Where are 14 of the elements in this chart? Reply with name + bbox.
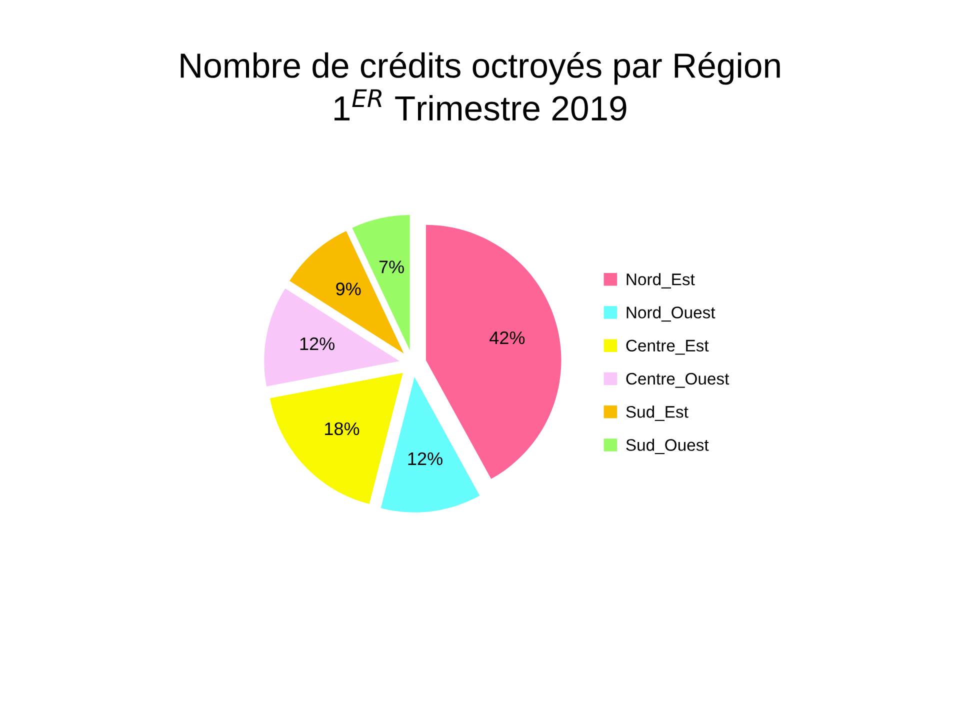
data-label: 12% bbox=[300, 337, 334, 350]
chart-title: Nombre de crédits octroyés par Région bbox=[180, 52, 780, 85]
legend-label: Sud_Ouest bbox=[626, 438, 709, 454]
data-label: 12% bbox=[408, 452, 442, 466]
data-label: 9% bbox=[336, 282, 361, 296]
legend-label: Nord_Est bbox=[626, 273, 695, 288]
legend-label: Centre_Ouest bbox=[626, 372, 730, 388]
legend-label: Sud_Est bbox=[626, 406, 688, 421]
chart-subtitle: 1$^{ER}$ Trimestre 2019 bbox=[334, 89, 626, 121]
legend-label: Nord_Ouest bbox=[626, 306, 716, 322]
data-label: 18% bbox=[325, 422, 360, 436]
data-label: 42% bbox=[490, 331, 525, 344]
legend-label: Centre_Est bbox=[626, 340, 709, 355]
data-label: 7% bbox=[379, 260, 404, 274]
